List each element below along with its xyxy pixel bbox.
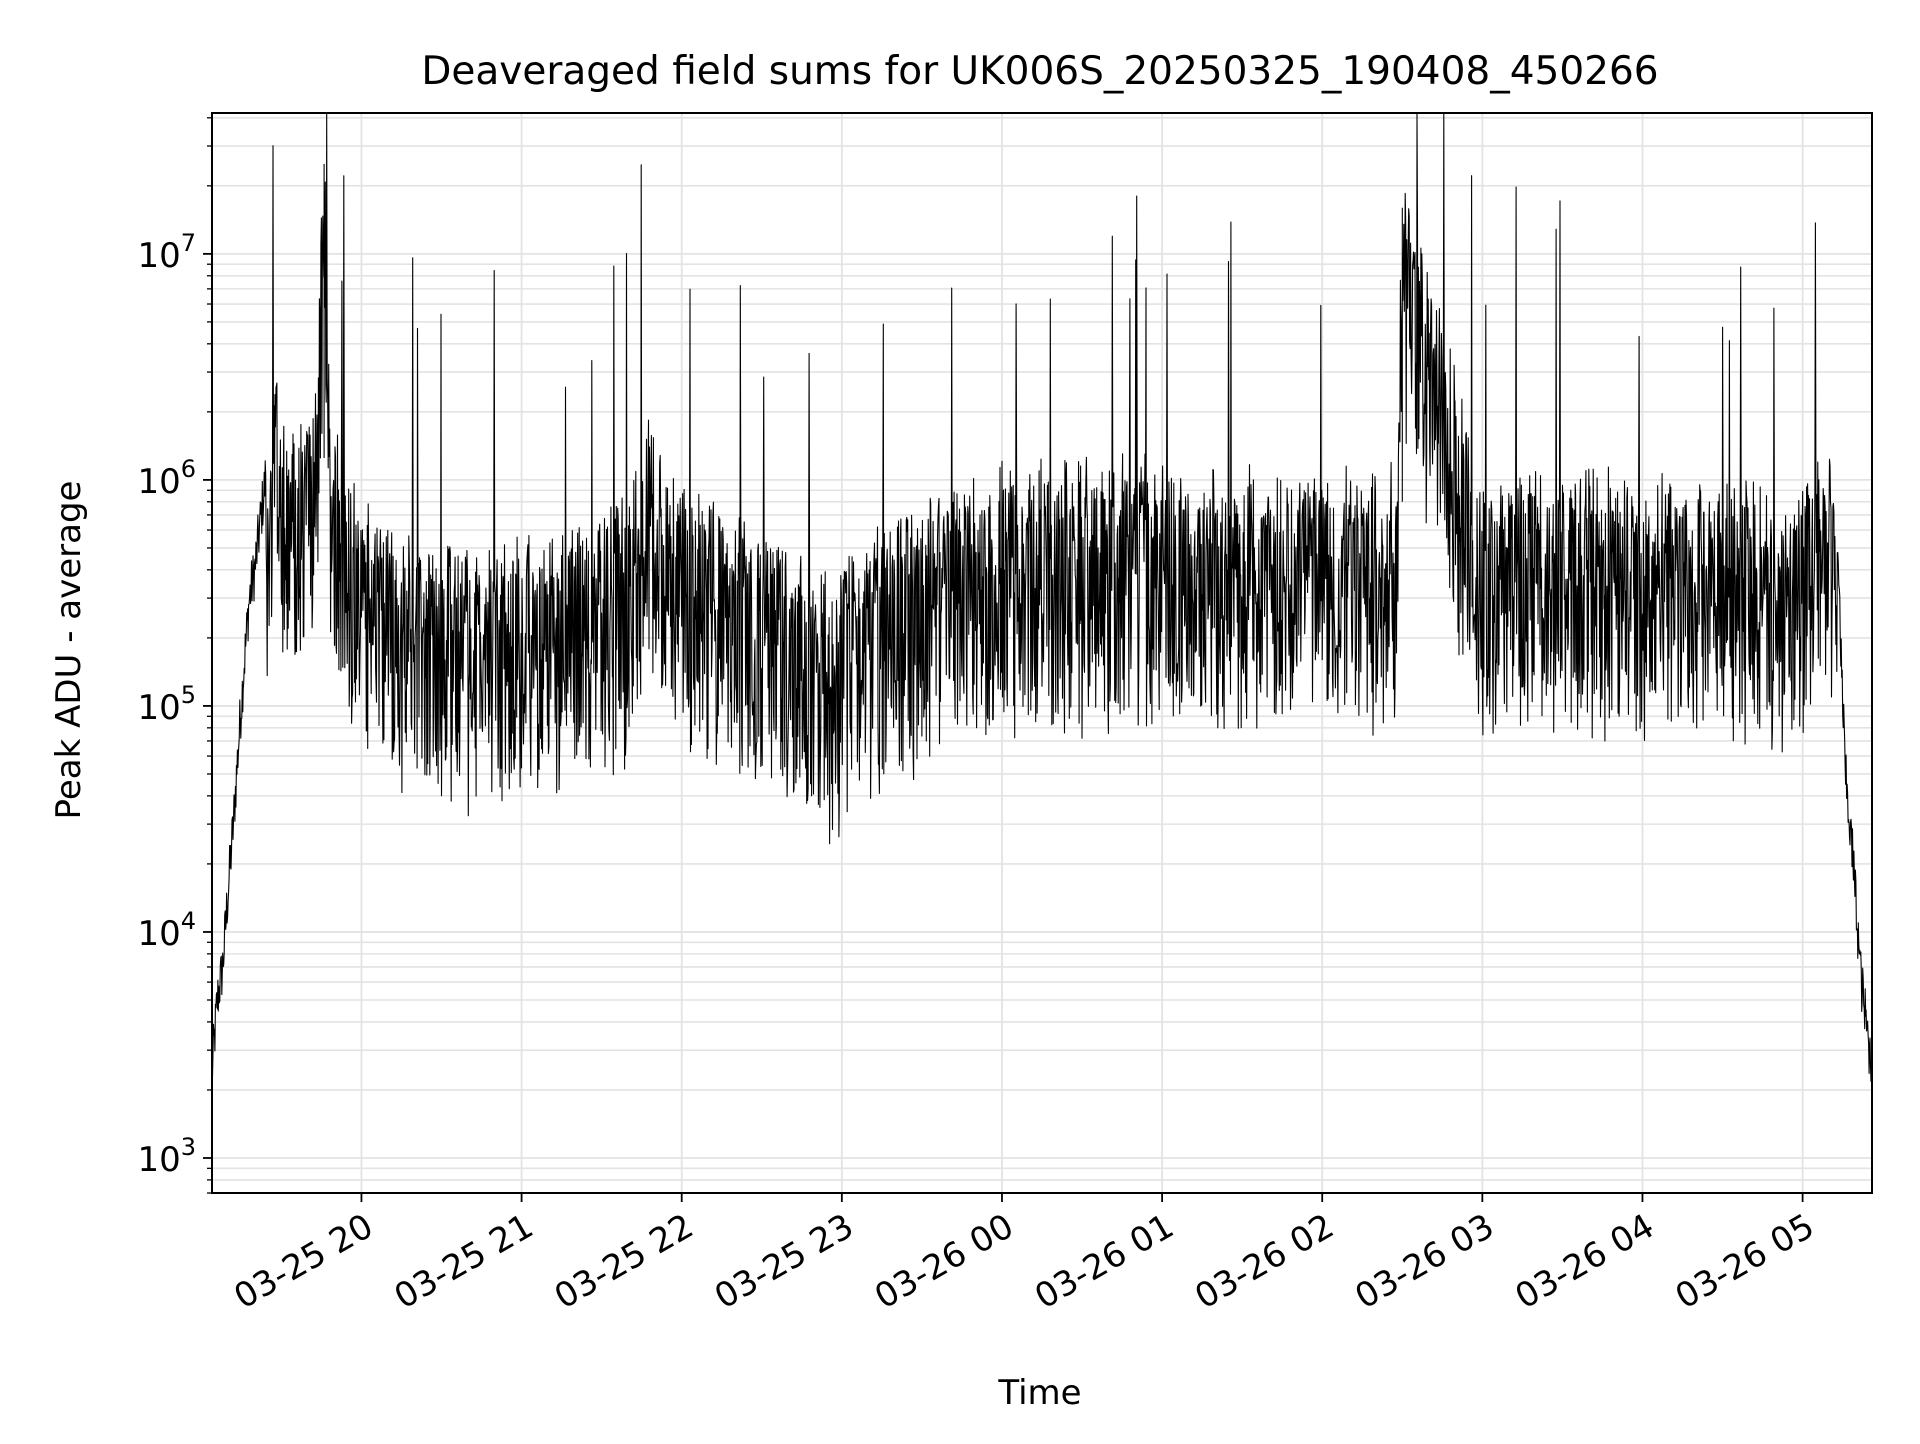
chart-title: Deaveraged field sums for UK006S_2025032… [421, 49, 1658, 94]
series-line [211, 112, 1873, 1096]
x-axis-label: Time [997, 1373, 1081, 1413]
y-minor-ticks [207, 117, 212, 1194]
y-axis-label: Peak ADU - average [49, 481, 89, 820]
y-tick-label: 104 [137, 907, 196, 954]
minor-gridlines [212, 116, 1872, 1194]
axes-frame [211, 112, 1873, 1194]
